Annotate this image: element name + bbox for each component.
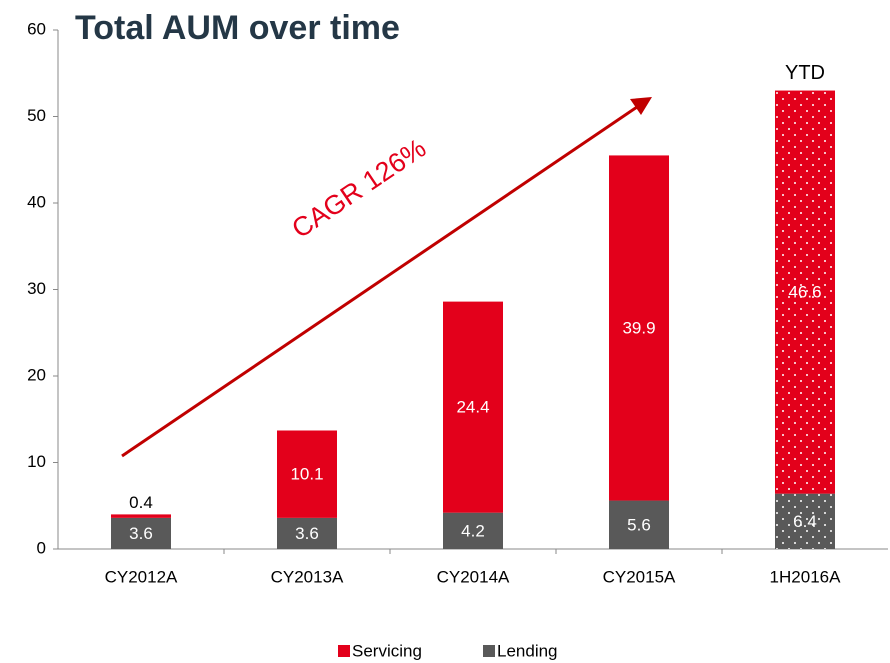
- chart-title: Total AUM over time: [75, 9, 400, 47]
- bar-segment: [277, 517, 337, 549]
- y-tick-label: 0: [37, 538, 46, 557]
- arrow-head: [630, 97, 652, 115]
- y-tick-label: 20: [27, 365, 46, 384]
- trend-arrow: [121, 103, 641, 458]
- value-label: 5.6: [627, 515, 651, 534]
- bar-pattern: [775, 90, 835, 494]
- x-tick-label: CY2013A: [271, 567, 344, 586]
- y-tick-label: 40: [27, 192, 46, 211]
- legend-swatch: [483, 645, 495, 657]
- value-label: 0.4: [129, 493, 153, 512]
- x-tick-label: 1H2016A: [770, 567, 842, 586]
- legend-swatch: [338, 645, 350, 657]
- ytd-annotation: YTD: [785, 62, 825, 84]
- y-tick-label: 60: [27, 19, 46, 38]
- bar-pattern: [775, 493, 835, 549]
- bar-segment: [277, 430, 337, 518]
- value-label: 3.6: [295, 524, 319, 543]
- value-label: 4.2: [461, 521, 485, 540]
- x-tick-label: CY2012A: [105, 567, 178, 586]
- y-tick-label: 50: [27, 106, 46, 125]
- value-label: 10.1: [290, 465, 323, 484]
- legend-label: Lending: [497, 641, 558, 660]
- x-tick-label: CY2015A: [603, 567, 676, 586]
- bar-segment: [609, 155, 669, 501]
- value-label: 24.4: [456, 398, 489, 417]
- value-label: 46.6: [788, 283, 821, 302]
- bar-segment: [609, 500, 669, 549]
- x-tick-label: CY2014A: [437, 567, 510, 586]
- y-tick-label: 10: [27, 452, 46, 471]
- bar-segment: [443, 301, 503, 513]
- bar-segment: [443, 512, 503, 549]
- legend-label: Servicing: [352, 641, 422, 660]
- bar-segment: [111, 517, 171, 549]
- value-label: 3.6: [129, 524, 153, 543]
- value-label: 39.9: [622, 318, 655, 337]
- cagr-annotation: CAGR 126%: [286, 133, 431, 244]
- bar-segment: [111, 514, 171, 518]
- value-label: 6.4: [793, 512, 817, 531]
- y-tick-label: 30: [27, 279, 46, 298]
